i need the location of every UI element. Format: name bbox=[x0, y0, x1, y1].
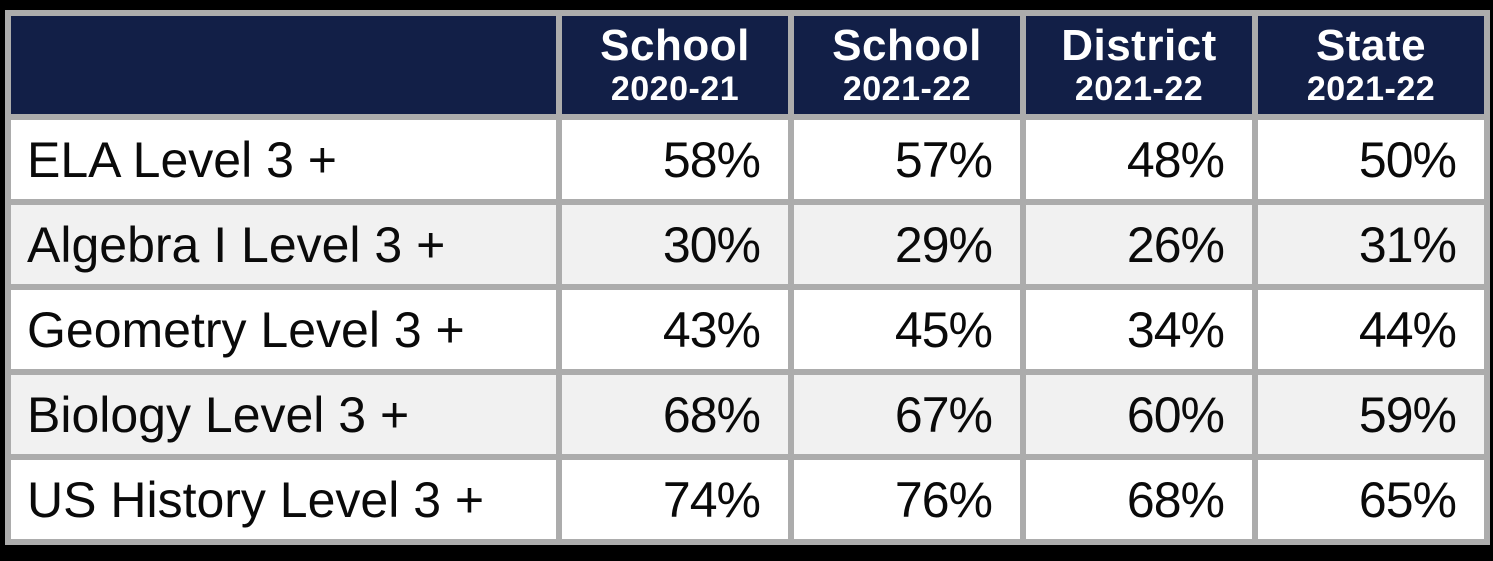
row-label: US History Level 3 + bbox=[11, 460, 556, 539]
value-cell: 48% bbox=[1026, 120, 1252, 199]
assessment-scores-table: School 2020-21 School 2021-22 District 2… bbox=[5, 10, 1490, 545]
table-row-algebra: Algebra I Level 3 + 30% 29% 26% 31% bbox=[11, 205, 1484, 284]
value-cell: 68% bbox=[562, 375, 788, 454]
column-header-title: School bbox=[600, 20, 750, 70]
value-cell: 68% bbox=[1026, 460, 1252, 539]
value-cell: 74% bbox=[562, 460, 788, 539]
column-header-title: State bbox=[1315, 20, 1427, 70]
table-row-ela: ELA Level 3 + 58% 57% 48% 50% bbox=[11, 120, 1484, 199]
value-cell: 50% bbox=[1258, 120, 1484, 199]
table-row-biology: Biology Level 3 + 68% 67% 60% 59% bbox=[11, 375, 1484, 454]
value-cell: 58% bbox=[562, 120, 788, 199]
column-header-district-2021-22: District 2021-22 bbox=[1026, 16, 1252, 114]
column-header-year: 2021-22 bbox=[1074, 70, 1204, 109]
column-header-year: 2021-22 bbox=[1306, 70, 1436, 109]
corner-header-cell bbox=[11, 16, 556, 114]
header-row: School 2020-21 School 2021-22 District 2… bbox=[11, 16, 1484, 114]
row-label: ELA Level 3 + bbox=[11, 120, 556, 199]
column-header-school-2020-21: School 2020-21 bbox=[562, 16, 788, 114]
value-cell: 60% bbox=[1026, 375, 1252, 454]
value-cell: 67% bbox=[794, 375, 1020, 454]
table-row-us-history: US History Level 3 + 74% 76% 68% 65% bbox=[11, 460, 1484, 539]
value-cell: 26% bbox=[1026, 205, 1252, 284]
column-header-title: School bbox=[832, 20, 982, 70]
value-cell: 29% bbox=[794, 205, 1020, 284]
column-header-year: 2020-21 bbox=[610, 70, 740, 109]
value-cell: 59% bbox=[1258, 375, 1484, 454]
row-label: Geometry Level 3 + bbox=[11, 290, 556, 369]
value-cell: 30% bbox=[562, 205, 788, 284]
value-cell: 76% bbox=[794, 460, 1020, 539]
value-cell: 43% bbox=[562, 290, 788, 369]
column-header-state-2021-22: State 2021-22 bbox=[1258, 16, 1484, 114]
value-cell: 31% bbox=[1258, 205, 1484, 284]
value-cell: 57% bbox=[794, 120, 1020, 199]
value-cell: 44% bbox=[1258, 290, 1484, 369]
column-header-year: 2021-22 bbox=[842, 70, 972, 109]
row-label: Biology Level 3 + bbox=[11, 375, 556, 454]
value-cell: 65% bbox=[1258, 460, 1484, 539]
column-header-title: District bbox=[1061, 20, 1217, 70]
value-cell: 34% bbox=[1026, 290, 1252, 369]
row-label: Algebra I Level 3 + bbox=[11, 205, 556, 284]
value-cell: 45% bbox=[794, 290, 1020, 369]
table-row-geometry: Geometry Level 3 + 43% 45% 34% 44% bbox=[11, 290, 1484, 369]
column-header-school-2021-22: School 2021-22 bbox=[794, 16, 1020, 114]
